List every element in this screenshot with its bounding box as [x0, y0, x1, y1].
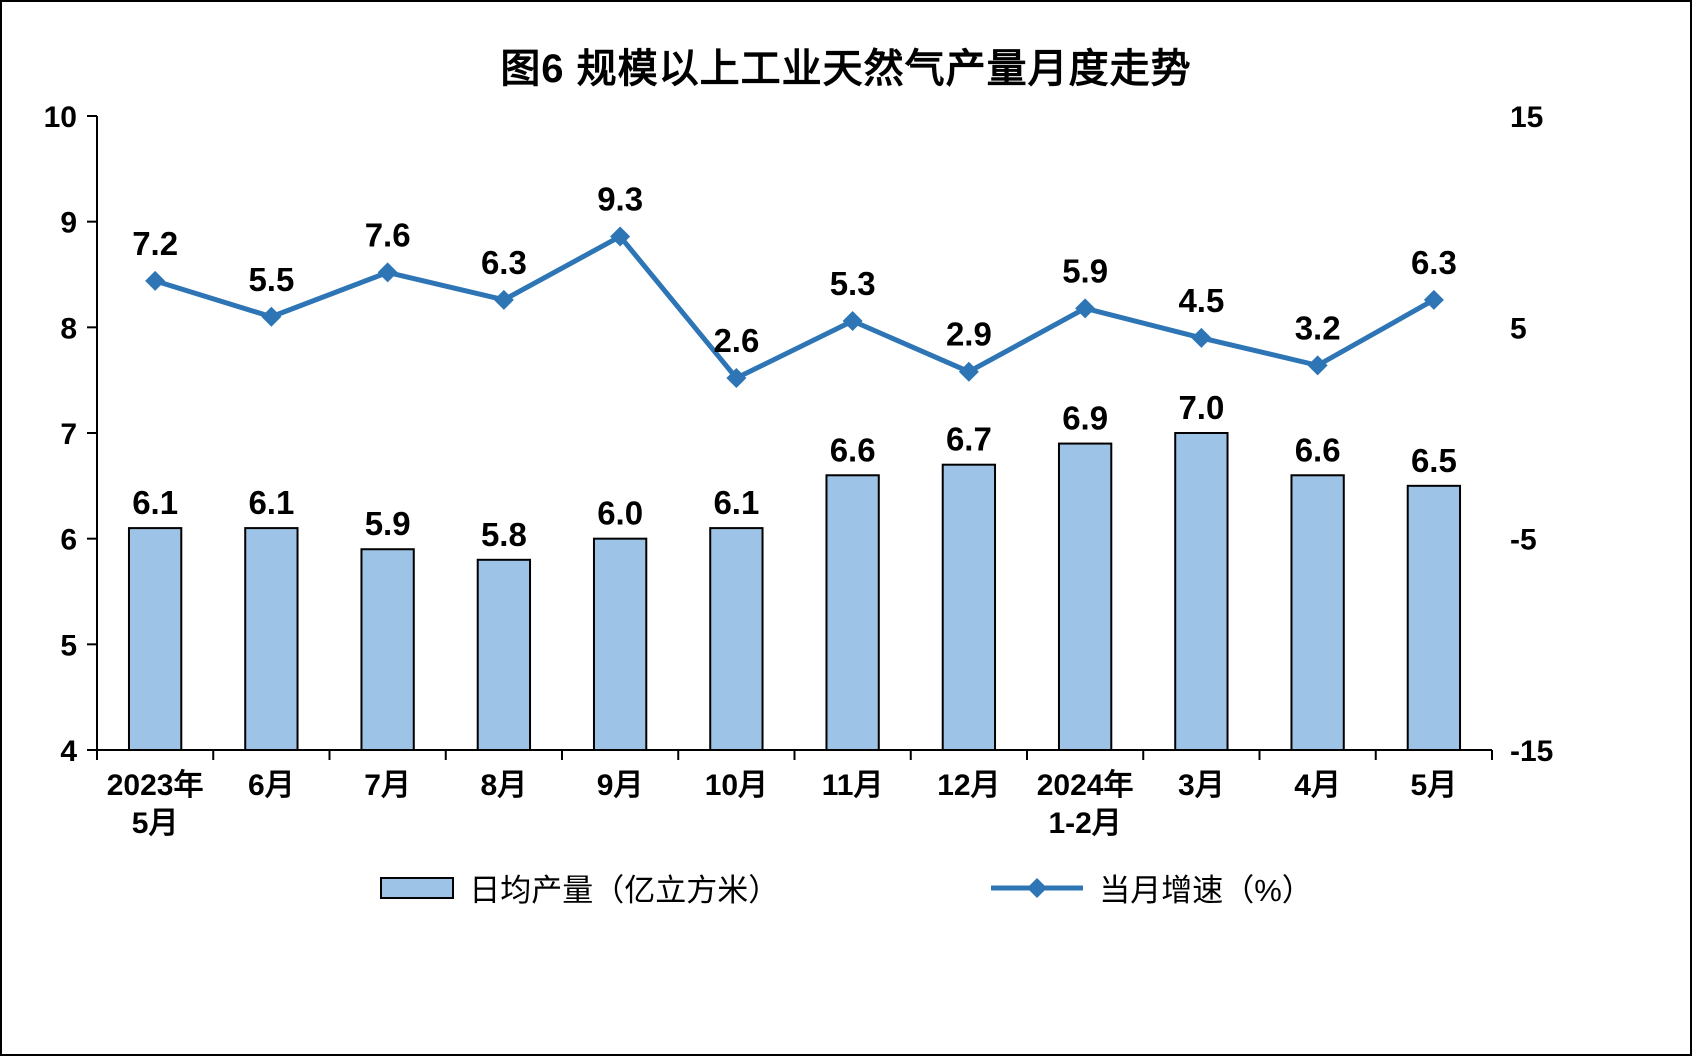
bar — [127, 527, 183, 751]
marker-diamond-icon — [1191, 327, 1212, 348]
line-value-label: 2.6 — [713, 322, 759, 359]
chart-title: 图6 规模以上工业天然气产量月度走势 — [500, 47, 1192, 91]
bar — [1406, 484, 1462, 751]
bar — [1174, 432, 1229, 751]
bar-swatch-rect — [380, 876, 455, 899]
bar — [709, 527, 764, 751]
x-axis-category-label: 2024年 — [1037, 769, 1134, 802]
left-axis-tick-label: 7 — [60, 418, 77, 451]
marker-diamond-icon — [377, 262, 398, 283]
legend-line-swatch — [991, 877, 1084, 898]
line-value-label: 9.3 — [597, 180, 643, 217]
bar — [592, 537, 648, 751]
left-axis-tick-label: 5 — [60, 629, 77, 662]
x-axis-category-label: 10月 — [705, 769, 768, 802]
bar — [1290, 474, 1345, 751]
x-axis-category-label: 12月 — [937, 769, 1000, 802]
right-axis-tick-label: 15 — [1510, 102, 1543, 134]
bar-value-label: 6.7 — [946, 421, 992, 458]
line-value-label: 7.6 — [365, 216, 411, 253]
x-axis-category-label: 5月 — [132, 807, 179, 840]
bar — [941, 463, 997, 751]
legend-item-bar: 日均产量（亿立方米） — [379, 865, 779, 910]
bar — [244, 527, 299, 751]
marker-diamond-icon — [1423, 289, 1444, 310]
x-axis-category-label: 9月 — [597, 769, 644, 802]
line-swatch-diamond-icon — [1027, 877, 1048, 898]
line-value-label: 6.3 — [1411, 244, 1457, 281]
right-axis-tick-label: 5 — [1510, 312, 1527, 345]
marker-diamond-icon — [958, 361, 979, 382]
marker-diamond-icon — [842, 310, 863, 331]
right-axis-tick-label: -15 — [1510, 735, 1553, 768]
chart-legend: 日均产量（亿立方米） 当月增速（%） — [2, 865, 1690, 910]
bar-value-label: 6.6 — [830, 431, 876, 468]
bar — [360, 548, 415, 751]
bar-value-label: 5.9 — [365, 505, 411, 542]
right-axis-tick-label: -5 — [1510, 524, 1537, 557]
left-axis-tick-label: 10 — [44, 102, 77, 134]
marker-diamond-icon — [1075, 298, 1096, 319]
left-axis-tick-label: 8 — [60, 312, 77, 345]
legend-bar-label: 日均产量（亿立方米） — [469, 873, 780, 908]
left-axis-tick-label: 9 — [60, 207, 77, 240]
left-axis-tick-label: 4 — [60, 735, 77, 768]
bar-value-label: 6.6 — [1295, 431, 1341, 468]
line-value-label: 7.2 — [132, 225, 178, 262]
x-axis-category-label: 7月 — [364, 769, 411, 802]
bar-value-label: 7.0 — [1178, 389, 1224, 426]
bar-value-label: 6.1 — [713, 484, 759, 521]
growth-line — [152, 233, 1437, 381]
marker-diamond-icon — [261, 306, 282, 327]
bar-value-label: 6.1 — [248, 484, 294, 521]
x-axis-category-label: 4月 — [1294, 769, 1341, 802]
marker-diamond-icon — [493, 289, 514, 310]
legend-item-line: 当月增速（%） — [989, 865, 1313, 910]
bar-value-label: 6.5 — [1411, 442, 1457, 479]
bar-value-label: 6.0 — [597, 495, 643, 532]
left-axis-tick-label: 6 — [60, 524, 77, 557]
x-axis-category-label: 1-2月 — [1048, 807, 1121, 840]
marker-diamond-icon — [726, 368, 747, 389]
legend-line-label: 当月增速（%） — [1099, 873, 1313, 908]
bar — [825, 474, 880, 751]
bar — [1057, 442, 1113, 751]
marker-diamond-icon — [145, 270, 166, 291]
bar-value-label: 6.1 — [132, 484, 178, 521]
x-axis-category-label: 11月 — [822, 769, 884, 802]
chart-canvas: 4 5 6 7 8 9 10 -15 -5 5 15 2023年 5月 6月 7月 8月 9月 10月 11月 12月… — [44, 102, 1554, 840]
line-value-label: 2.9 — [946, 316, 992, 353]
x-axis-category-label: 8月 — [481, 769, 528, 802]
line-value-label: 4.5 — [1178, 282, 1224, 319]
legend-bar-swatch — [380, 876, 455, 899]
bar — [476, 558, 532, 751]
bar-value-label: 6.9 — [1062, 400, 1108, 437]
x-axis-category-label: 6月 — [248, 769, 295, 802]
line-value-label: 5.5 — [248, 261, 294, 298]
line-value-label: 3.2 — [1295, 309, 1341, 346]
x-axis-category-label: 5月 — [1411, 769, 1458, 802]
x-axis-category-label: 3月 — [1178, 769, 1225, 802]
line-value-label: 5.3 — [830, 265, 876, 302]
line-value-label: 6.3 — [481, 244, 527, 281]
marker-diamond-icon — [1307, 355, 1328, 376]
line-value-label: 5.9 — [1062, 252, 1108, 289]
bar-value-label: 5.8 — [481, 516, 527, 553]
marker-diamond-icon — [610, 226, 631, 247]
x-axis-category-label: 2023年 — [107, 769, 204, 802]
